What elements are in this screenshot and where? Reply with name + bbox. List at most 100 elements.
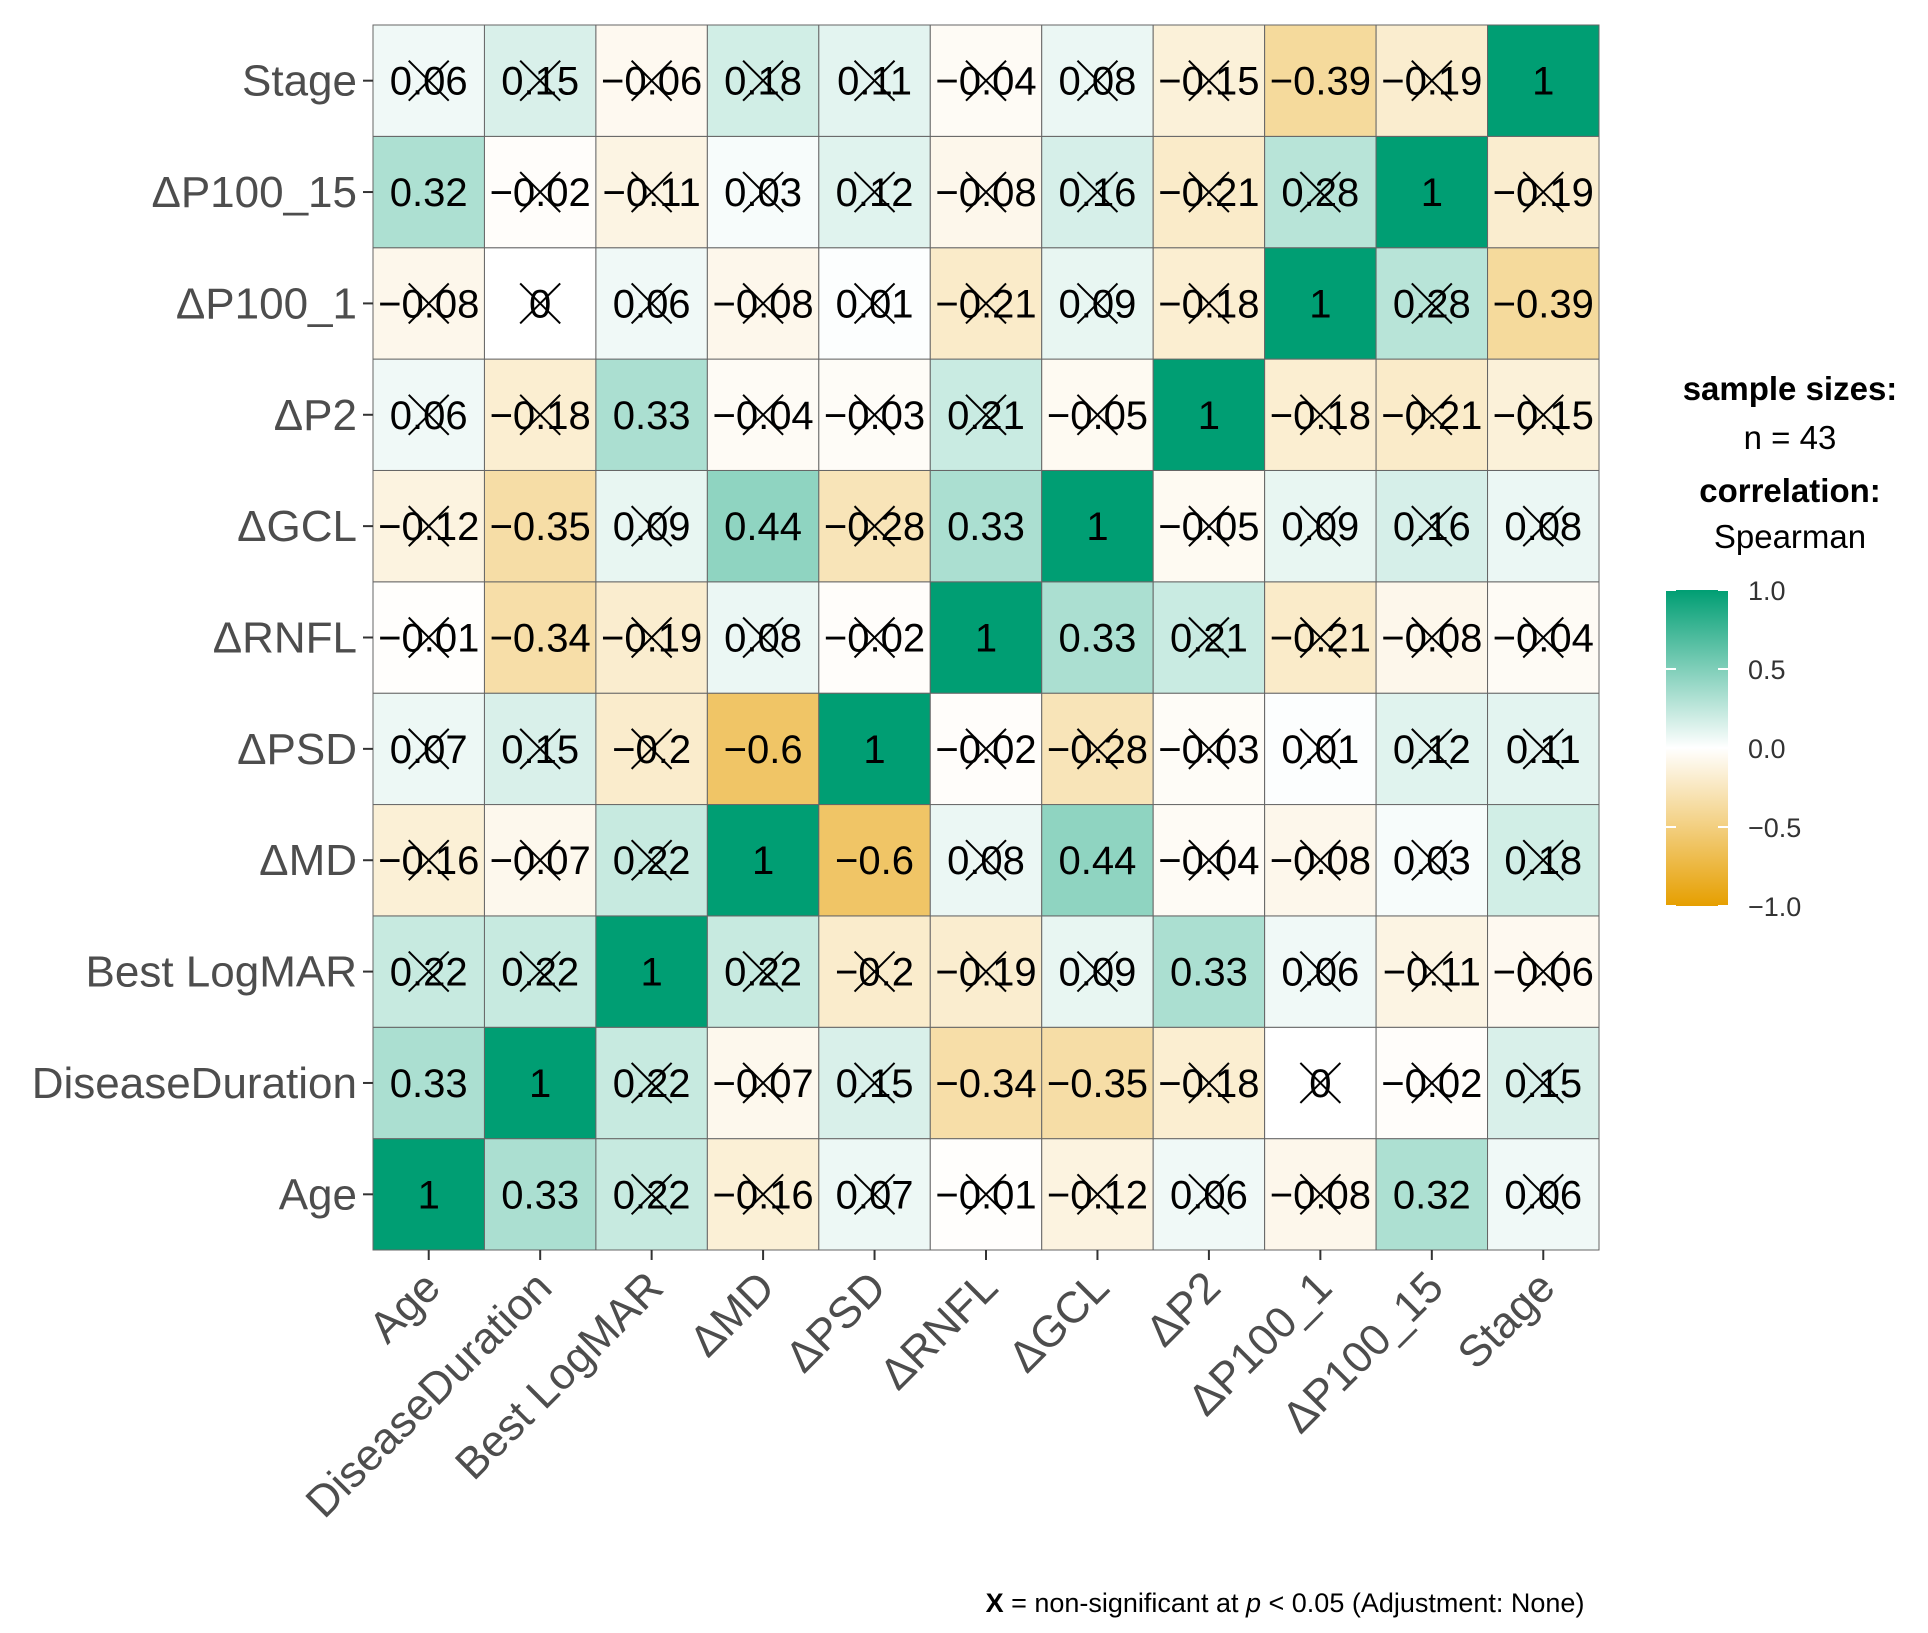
cell-value: 0.33	[390, 1062, 468, 1106]
legend: sample sizes: n = 43 correlation: Spearm…	[1666, 370, 1897, 922]
non-significant-cross	[408, 728, 450, 770]
heatmap-cell	[1041, 804, 1154, 917]
footer-note: X = non-significant at p < 0.05 (Adjustm…	[986, 1588, 1585, 1618]
non-significant-cross	[1076, 1173, 1119, 1216]
non-significant-cross	[519, 282, 561, 325]
non-significant-cross	[742, 282, 784, 325]
x-tick-label: ΔP2	[1136, 1262, 1229, 1355]
cell-value: 0.33	[1170, 951, 1248, 995]
non-significant-cross	[408, 950, 450, 993]
non-significant-cross	[519, 394, 561, 436]
non-significant-cross	[1299, 1173, 1342, 1216]
non-significant-cross	[1411, 839, 1453, 881]
cell-value: 1	[1198, 394, 1220, 438]
y-tick-label: ΔGCL	[237, 502, 357, 551]
cell-value: 1	[1309, 282, 1331, 326]
non-significant-cross	[1522, 505, 1564, 547]
non-significant-cross	[1299, 728, 1342, 770]
non-significant-cross	[408, 282, 450, 325]
cell-value: −0.39	[1270, 60, 1371, 104]
non-significant-cross	[853, 505, 896, 547]
non-significant-cross	[1299, 616, 1342, 659]
heatmap-cell	[483, 581, 597, 694]
non-significant-cross	[965, 394, 1007, 436]
heatmap-cell	[1487, 24, 1600, 137]
cell-value: −0.34	[935, 1062, 1036, 1106]
cell-value: 0.33	[1059, 617, 1137, 661]
non-significant-cross	[1411, 616, 1453, 659]
non-significant-cross	[1076, 394, 1119, 436]
non-significant-cross	[742, 950, 784, 993]
y-tick-label: Stage	[242, 57, 357, 106]
legend-sample-title: sample sizes:	[1683, 370, 1898, 407]
heatmap-cell	[706, 692, 820, 806]
non-significant-cross	[630, 1173, 673, 1216]
y-tick-label: ΔMD	[259, 836, 357, 885]
non-significant-cross	[630, 282, 673, 325]
cell-value: 1	[418, 1173, 440, 1217]
heatmap-cell	[1264, 135, 1377, 249]
non-significant-cross	[1299, 171, 1342, 213]
non-significant-cross	[1411, 950, 1453, 993]
y-tick-label: ΔPSD	[237, 725, 357, 774]
non-significant-cross	[1522, 728, 1564, 770]
non-significant-cross	[853, 1062, 896, 1104]
y-tick-label: Age	[279, 1170, 357, 1219]
non-significant-cross	[1411, 394, 1453, 436]
non-significant-cross	[965, 171, 1007, 213]
non-significant-cross	[1188, 59, 1230, 102]
cell-value: 1	[752, 839, 774, 883]
heatmap-cell	[372, 1026, 485, 1140]
heatmap-cell	[818, 804, 931, 917]
y-tick-label: ΔP2	[274, 391, 357, 440]
non-significant-cross	[630, 616, 673, 659]
x-tick-label: Age	[360, 1262, 450, 1352]
non-significant-cross	[408, 616, 450, 659]
non-significant-cross	[519, 171, 561, 213]
cell-value: −0.6	[724, 728, 803, 772]
y-tick-label: ΔRNFL	[213, 614, 357, 663]
heatmap-cell	[1487, 1026, 1600, 1140]
non-significant-cross	[853, 950, 896, 993]
x-tick-label: ΔRNFL	[870, 1262, 1007, 1399]
non-significant-cross	[1076, 171, 1119, 213]
cell-value: 0.33	[613, 394, 691, 438]
heatmap-cell	[1041, 581, 1154, 694]
non-significant-cross	[408, 839, 450, 881]
non-significant-cross	[1299, 839, 1342, 881]
heatmap-cell	[1264, 24, 1377, 137]
non-significant-cross	[1076, 59, 1119, 102]
cell-value: 1	[529, 1062, 551, 1106]
legend-corr-value: Spearman	[1714, 518, 1866, 555]
non-significant-cross	[742, 59, 784, 102]
x-tick-label: ΔMD	[680, 1262, 784, 1366]
y-tick-label: DiseaseDuration	[32, 1059, 357, 1108]
non-significant-cross	[630, 505, 673, 547]
x-tick-label: Stage	[1448, 1262, 1564, 1378]
non-significant-cross	[1522, 1062, 1564, 1104]
y-tick-label: ΔP100_1	[176, 279, 357, 328]
cell-value: 1	[863, 728, 885, 772]
legend-colorbar	[1666, 590, 1728, 906]
non-significant-cross	[1522, 171, 1564, 213]
non-significant-cross	[408, 394, 450, 436]
non-significant-cross	[965, 282, 1007, 325]
non-significant-cross	[1299, 1062, 1342, 1104]
cell-value: 0.32	[390, 171, 468, 215]
non-significant-cross	[1411, 505, 1453, 547]
cell-value: 0.44	[724, 505, 802, 549]
y-tick-label: Best LogMAR	[86, 948, 357, 997]
non-significant-cross	[853, 1173, 896, 1216]
heatmap-cell	[818, 692, 931, 806]
non-significant-cross	[1299, 394, 1342, 436]
non-significant-cross	[1411, 728, 1453, 770]
heatmap-cell	[1152, 915, 1266, 1028]
cell-value: 1	[1421, 171, 1443, 215]
non-significant-cross	[742, 1062, 784, 1104]
non-significant-cross	[630, 1062, 673, 1104]
legend-tick-label: 0.0	[1748, 734, 1786, 764]
non-significant-cross	[1522, 950, 1564, 993]
non-significant-cross	[853, 282, 896, 325]
heatmap-cell	[483, 469, 597, 583]
